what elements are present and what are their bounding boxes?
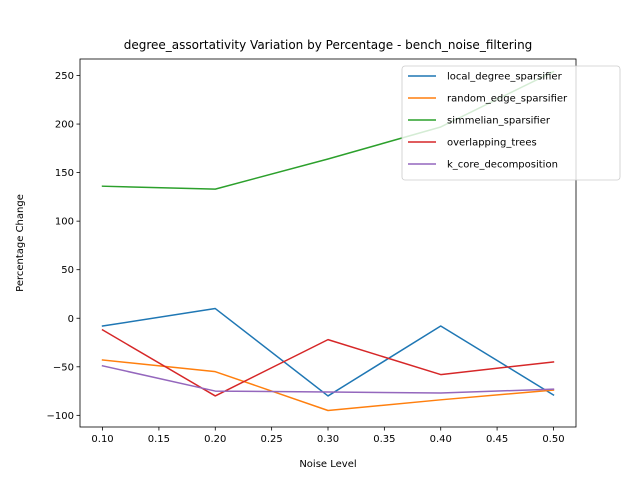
series-line-k-core-decomposition xyxy=(101,364,555,394)
legend-label: k_core_decomposition xyxy=(447,160,558,171)
x-tick-label: 0.50 xyxy=(542,434,564,445)
legend-label: overlapping_trees xyxy=(447,138,537,149)
x-tick-label: 0.10 xyxy=(91,434,113,445)
legend: local_degree_sparsifier random_edge_spars… xyxy=(401,65,621,181)
legend-label: simmelian_sparsifier xyxy=(447,116,551,127)
y-tick-label: −100 xyxy=(47,411,74,422)
legend-label: random_edge_sparsifier xyxy=(447,94,568,105)
legend-box xyxy=(401,65,621,181)
x-tick-label: 0.30 xyxy=(317,434,339,445)
y-tick-label: −50 xyxy=(53,362,74,373)
x-axis-label: Noise Level xyxy=(299,459,356,470)
x-tick-label: 0.35 xyxy=(373,434,395,445)
legend-label: local_degree_sparsifier xyxy=(447,72,563,83)
y-axis-label: Percentage Change xyxy=(15,194,26,292)
x-tick-label: 0.40 xyxy=(430,434,452,445)
x-tick-label: 0.25 xyxy=(261,434,283,445)
y-tick-label: 50 xyxy=(61,265,74,276)
chart-title: degree_assortativity Variation by Percen… xyxy=(124,38,533,52)
y-tick-label: 150 xyxy=(55,168,74,179)
y-tick-label: 250 xyxy=(55,71,74,82)
y-tick-label: 100 xyxy=(55,217,74,228)
y-tick-label: 200 xyxy=(55,120,74,131)
x-tick-label: 0.15 xyxy=(148,434,170,445)
plot-area: 0.10 0.15 0.20 0.25 0.30 0.35 0.40 0.45 0.50 −100… xyxy=(47,58,577,445)
y-tick-label: 0 xyxy=(68,314,74,325)
series-line-random-edge-sparsifier xyxy=(101,359,555,412)
series-line-local-degree-sparsifier xyxy=(101,307,555,397)
series-line-overlapping-trees xyxy=(101,328,555,397)
x-tick-label: 0.45 xyxy=(486,434,508,445)
x-tick-label: 0.20 xyxy=(204,434,226,445)
